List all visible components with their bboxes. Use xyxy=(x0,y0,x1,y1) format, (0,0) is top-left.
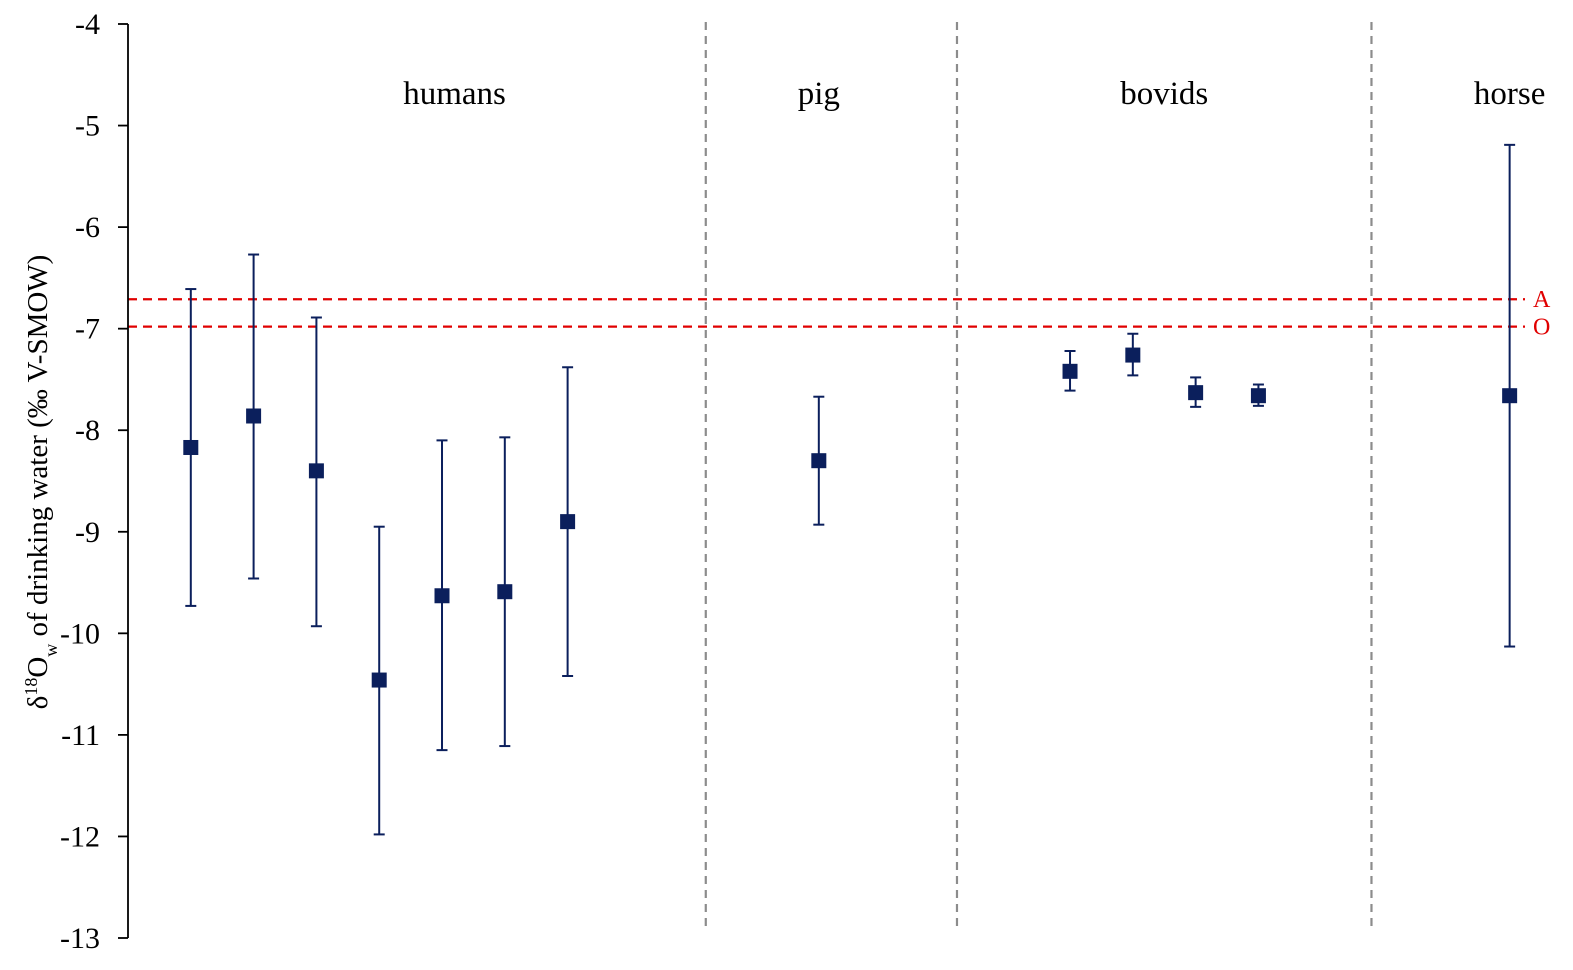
y-tick-label: -11 xyxy=(61,719,100,752)
data-point-bovids xyxy=(1062,363,1078,379)
y-tick-label: -9 xyxy=(75,516,100,549)
group-label-humans: humans xyxy=(403,76,506,112)
data-point-humans xyxy=(308,463,324,479)
group-labels: humans pig bovids horse xyxy=(403,76,1545,112)
data-point-bovids xyxy=(1125,347,1141,363)
data-point-humans xyxy=(560,514,576,530)
y-axis-label: δ18Ow of drinking water (‰ V-SMOW) xyxy=(21,255,61,710)
data-point-humans xyxy=(371,672,387,688)
reference-label-A: A xyxy=(1533,287,1551,313)
data-point-humans xyxy=(183,439,199,455)
y-axis-label-part: of drinking water (‰ V-SMOW) xyxy=(22,255,54,644)
reference-label-O: O xyxy=(1533,315,1550,341)
y-axis: -4 -5 -6 -7 -8 -9 -10 -11 -12 -13 xyxy=(60,8,129,955)
y-tick-label: -5 xyxy=(75,110,100,143)
y-tick-label: -8 xyxy=(75,414,100,447)
group-label-bovids: bovids xyxy=(1120,76,1208,112)
y-axis-label-part: 18 xyxy=(21,678,41,696)
data-points xyxy=(183,143,1518,836)
y-tick-label: -6 xyxy=(75,211,100,244)
data-point-horse xyxy=(1502,388,1518,404)
y-tick-label: -4 xyxy=(75,8,100,41)
y-tick-label: -10 xyxy=(60,617,100,650)
data-point-bovids xyxy=(1250,388,1266,404)
data-point-humans xyxy=(497,584,513,600)
group-label-pig: pig xyxy=(798,76,840,112)
y-axis-label-part: δ xyxy=(22,696,54,710)
data-point-humans xyxy=(434,588,450,604)
y-tick-label: -13 xyxy=(60,922,100,955)
group-label-horse: horse xyxy=(1474,76,1545,112)
y-axis-label-part: O xyxy=(22,657,54,678)
data-point-bovids xyxy=(1188,385,1204,401)
reference-lines: AO xyxy=(128,287,1551,341)
data-point-humans xyxy=(246,408,262,424)
data-point-pig xyxy=(811,453,827,469)
y-axis-label-part: w xyxy=(41,644,61,657)
y-tick-label: -7 xyxy=(75,313,100,346)
group-dividers xyxy=(704,22,1373,930)
y-tick-label: -12 xyxy=(60,820,100,853)
